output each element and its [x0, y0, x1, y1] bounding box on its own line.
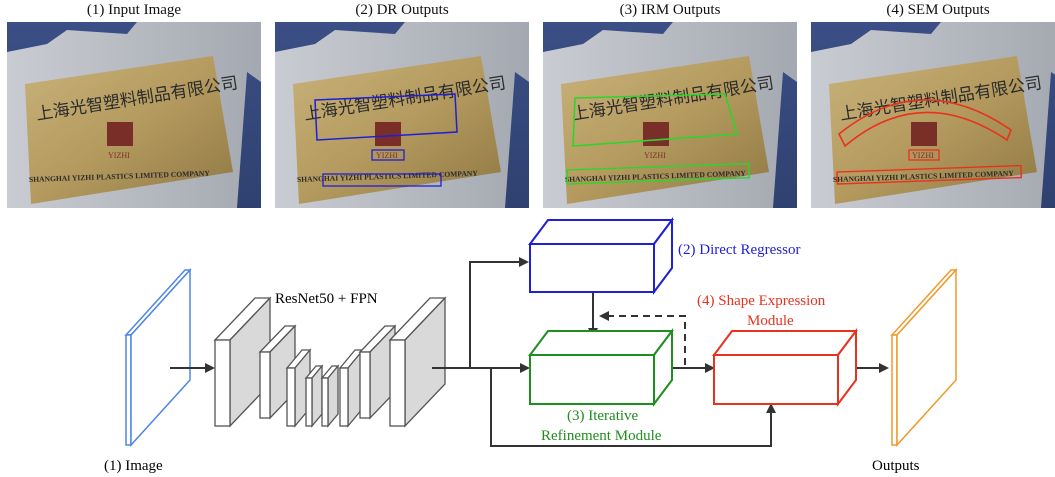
dr-box-logo — [371, 149, 405, 161]
connection-lines — [432, 257, 889, 447]
photo-input: 上海光智塑料制品有限公司 YIZHI SHANGHAI YIZHI PLASTI… — [7, 22, 261, 208]
output-slab — [890, 268, 958, 447]
photo-sem: 上海光智塑料制品有限公司 YIZHI SHANGHAI YIZHI PLASTI… — [811, 22, 1055, 208]
sem-label-1: (4) Shape Expression — [697, 293, 826, 309]
panel-title-input: (1) Input Image — [86, 2, 182, 18]
dr-box-english — [322, 173, 442, 187]
sem-box-logo — [908, 149, 940, 161]
irm-box-chinese — [572, 93, 739, 147]
sign-logo: YIZHI — [644, 151, 666, 160]
sem-box-english — [836, 164, 1023, 185]
feedback-dashed-arrow — [599, 311, 686, 365]
panel-title-irm: (3) IRM Outputs — [619, 2, 721, 18]
dr-box-chinese — [314, 93, 458, 141]
input-image-slab — [124, 268, 192, 447]
sign-logo: YIZHI — [108, 151, 130, 160]
irm-label-2: Refinement Module — [541, 428, 662, 444]
dr-label: (2) Direct Regressor — [678, 242, 800, 258]
image-label: (1) Image — [104, 458, 163, 474]
sem-label-2: Module — [747, 313, 794, 329]
sign-logo: YIZHI — [912, 151, 934, 160]
panel-title-dr: (2) DR Outputs — [355, 2, 449, 18]
backbone-label: ResNet50 + FPN — [275, 291, 378, 307]
panel-title-sem: (4) SEM Outputs — [886, 2, 990, 18]
direct-regressor-box — [528, 217, 674, 295]
irm-label-1: (3) Iterative — [567, 408, 639, 424]
backbone-layers — [213, 296, 447, 428]
outputs-label: Outputs — [872, 458, 920, 474]
irm-box — [528, 328, 674, 407]
photo-irm: 上海光智塑料制品有限公司 YIZHI SHANGHAI YIZHI PLASTI… — [543, 22, 797, 208]
photo-dr: 上海光智塑料制品有限公司 YIZHI SHANGHAI YIZHI PLASTI… — [275, 22, 529, 208]
sem-box — [712, 328, 858, 407]
sem-curve-chinese — [837, 99, 1012, 148]
irm-box-english — [566, 162, 751, 185]
sign-logo: YIZHI — [376, 151, 398, 160]
